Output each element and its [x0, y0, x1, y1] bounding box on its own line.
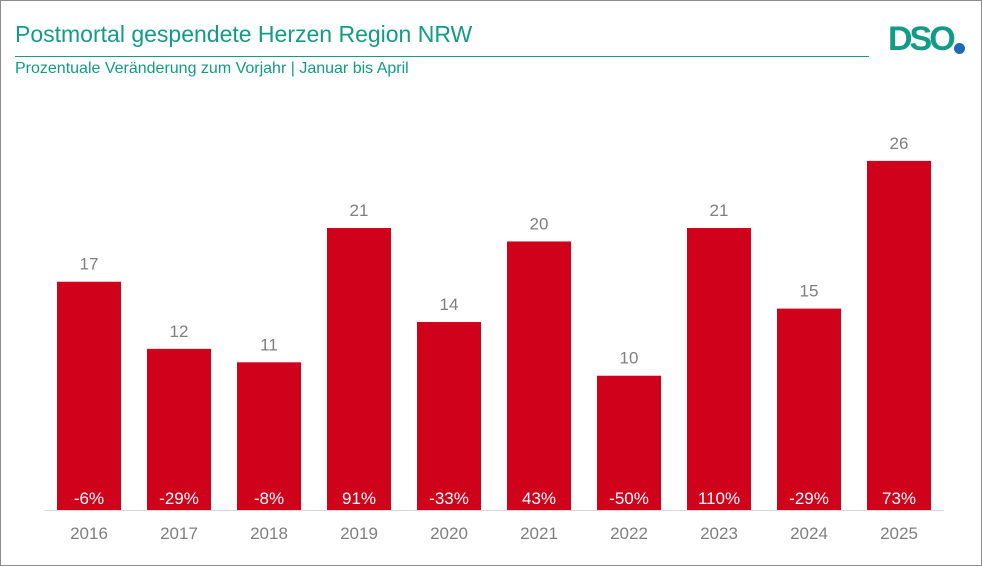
value-label-2016: 17 [80, 255, 99, 274]
dso-logo-text: DSO [888, 20, 956, 58]
value-label-2017: 12 [170, 322, 189, 341]
x-tick-2016: 2016 [70, 524, 108, 543]
x-tick-2018: 2018 [250, 524, 288, 543]
bar-2022 [597, 375, 661, 510]
change-label-2024: -29% [789, 489, 829, 508]
x-tick-2017: 2017 [160, 524, 198, 543]
bar-2019 [327, 228, 391, 511]
x-tick-2021: 2021 [520, 524, 558, 543]
change-label-2018: -8% [254, 489, 284, 508]
change-label-2019: 91% [342, 489, 376, 508]
value-label-2021: 20 [530, 214, 549, 233]
dso-logo: DSO [888, 21, 968, 57]
change-label-2021: 43% [522, 489, 556, 508]
value-label-2025: 26 [890, 134, 909, 153]
value-label-2019: 21 [350, 201, 369, 220]
x-tick-2022: 2022 [610, 524, 648, 543]
x-tick-2025: 2025 [880, 524, 918, 543]
bars-group [57, 160, 931, 511]
x-tick-2023: 2023 [700, 524, 738, 543]
x-tick-2019: 2019 [340, 524, 378, 543]
value-label-2018: 11 [260, 335, 278, 354]
bar-2024 [777, 308, 841, 510]
change-label-2022: -50% [609, 489, 649, 508]
value-label-2022: 10 [620, 349, 639, 368]
x-tick-2024: 2024 [790, 524, 828, 543]
change-label-2023: 110% [698, 489, 740, 508]
bar-2020 [417, 322, 481, 510]
title-divider [15, 56, 869, 57]
bar-2016 [57, 281, 121, 510]
x-tick-2020: 2020 [430, 524, 468, 543]
bar-2018 [237, 362, 301, 510]
bar-2023 [687, 228, 751, 511]
labels-group: 17 -6% 2016 12 -29% 2017 11 -8% 2018 21 91% 2019 14 -… [70, 134, 918, 543]
bar-2021 [507, 241, 571, 510]
chart-title: Postmortal gespendete Herzen Region NRW [15, 21, 473, 47]
value-label-2023: 21 [710, 201, 729, 220]
chart-subtitle: Prozentuale Veränderung zum Vorjahr | Ja… [15, 60, 409, 77]
bar-2017 [147, 348, 211, 510]
value-label-2024: 15 [800, 282, 819, 301]
logo-dot-icon [954, 43, 965, 54]
change-label-2016: -6% [74, 489, 104, 508]
change-label-2025: 73% [882, 489, 916, 508]
bar-2025 [867, 160, 931, 510]
change-label-2017: -29% [159, 489, 199, 508]
change-label-2020: -33% [429, 489, 469, 508]
value-label-2020: 14 [440, 295, 459, 314]
